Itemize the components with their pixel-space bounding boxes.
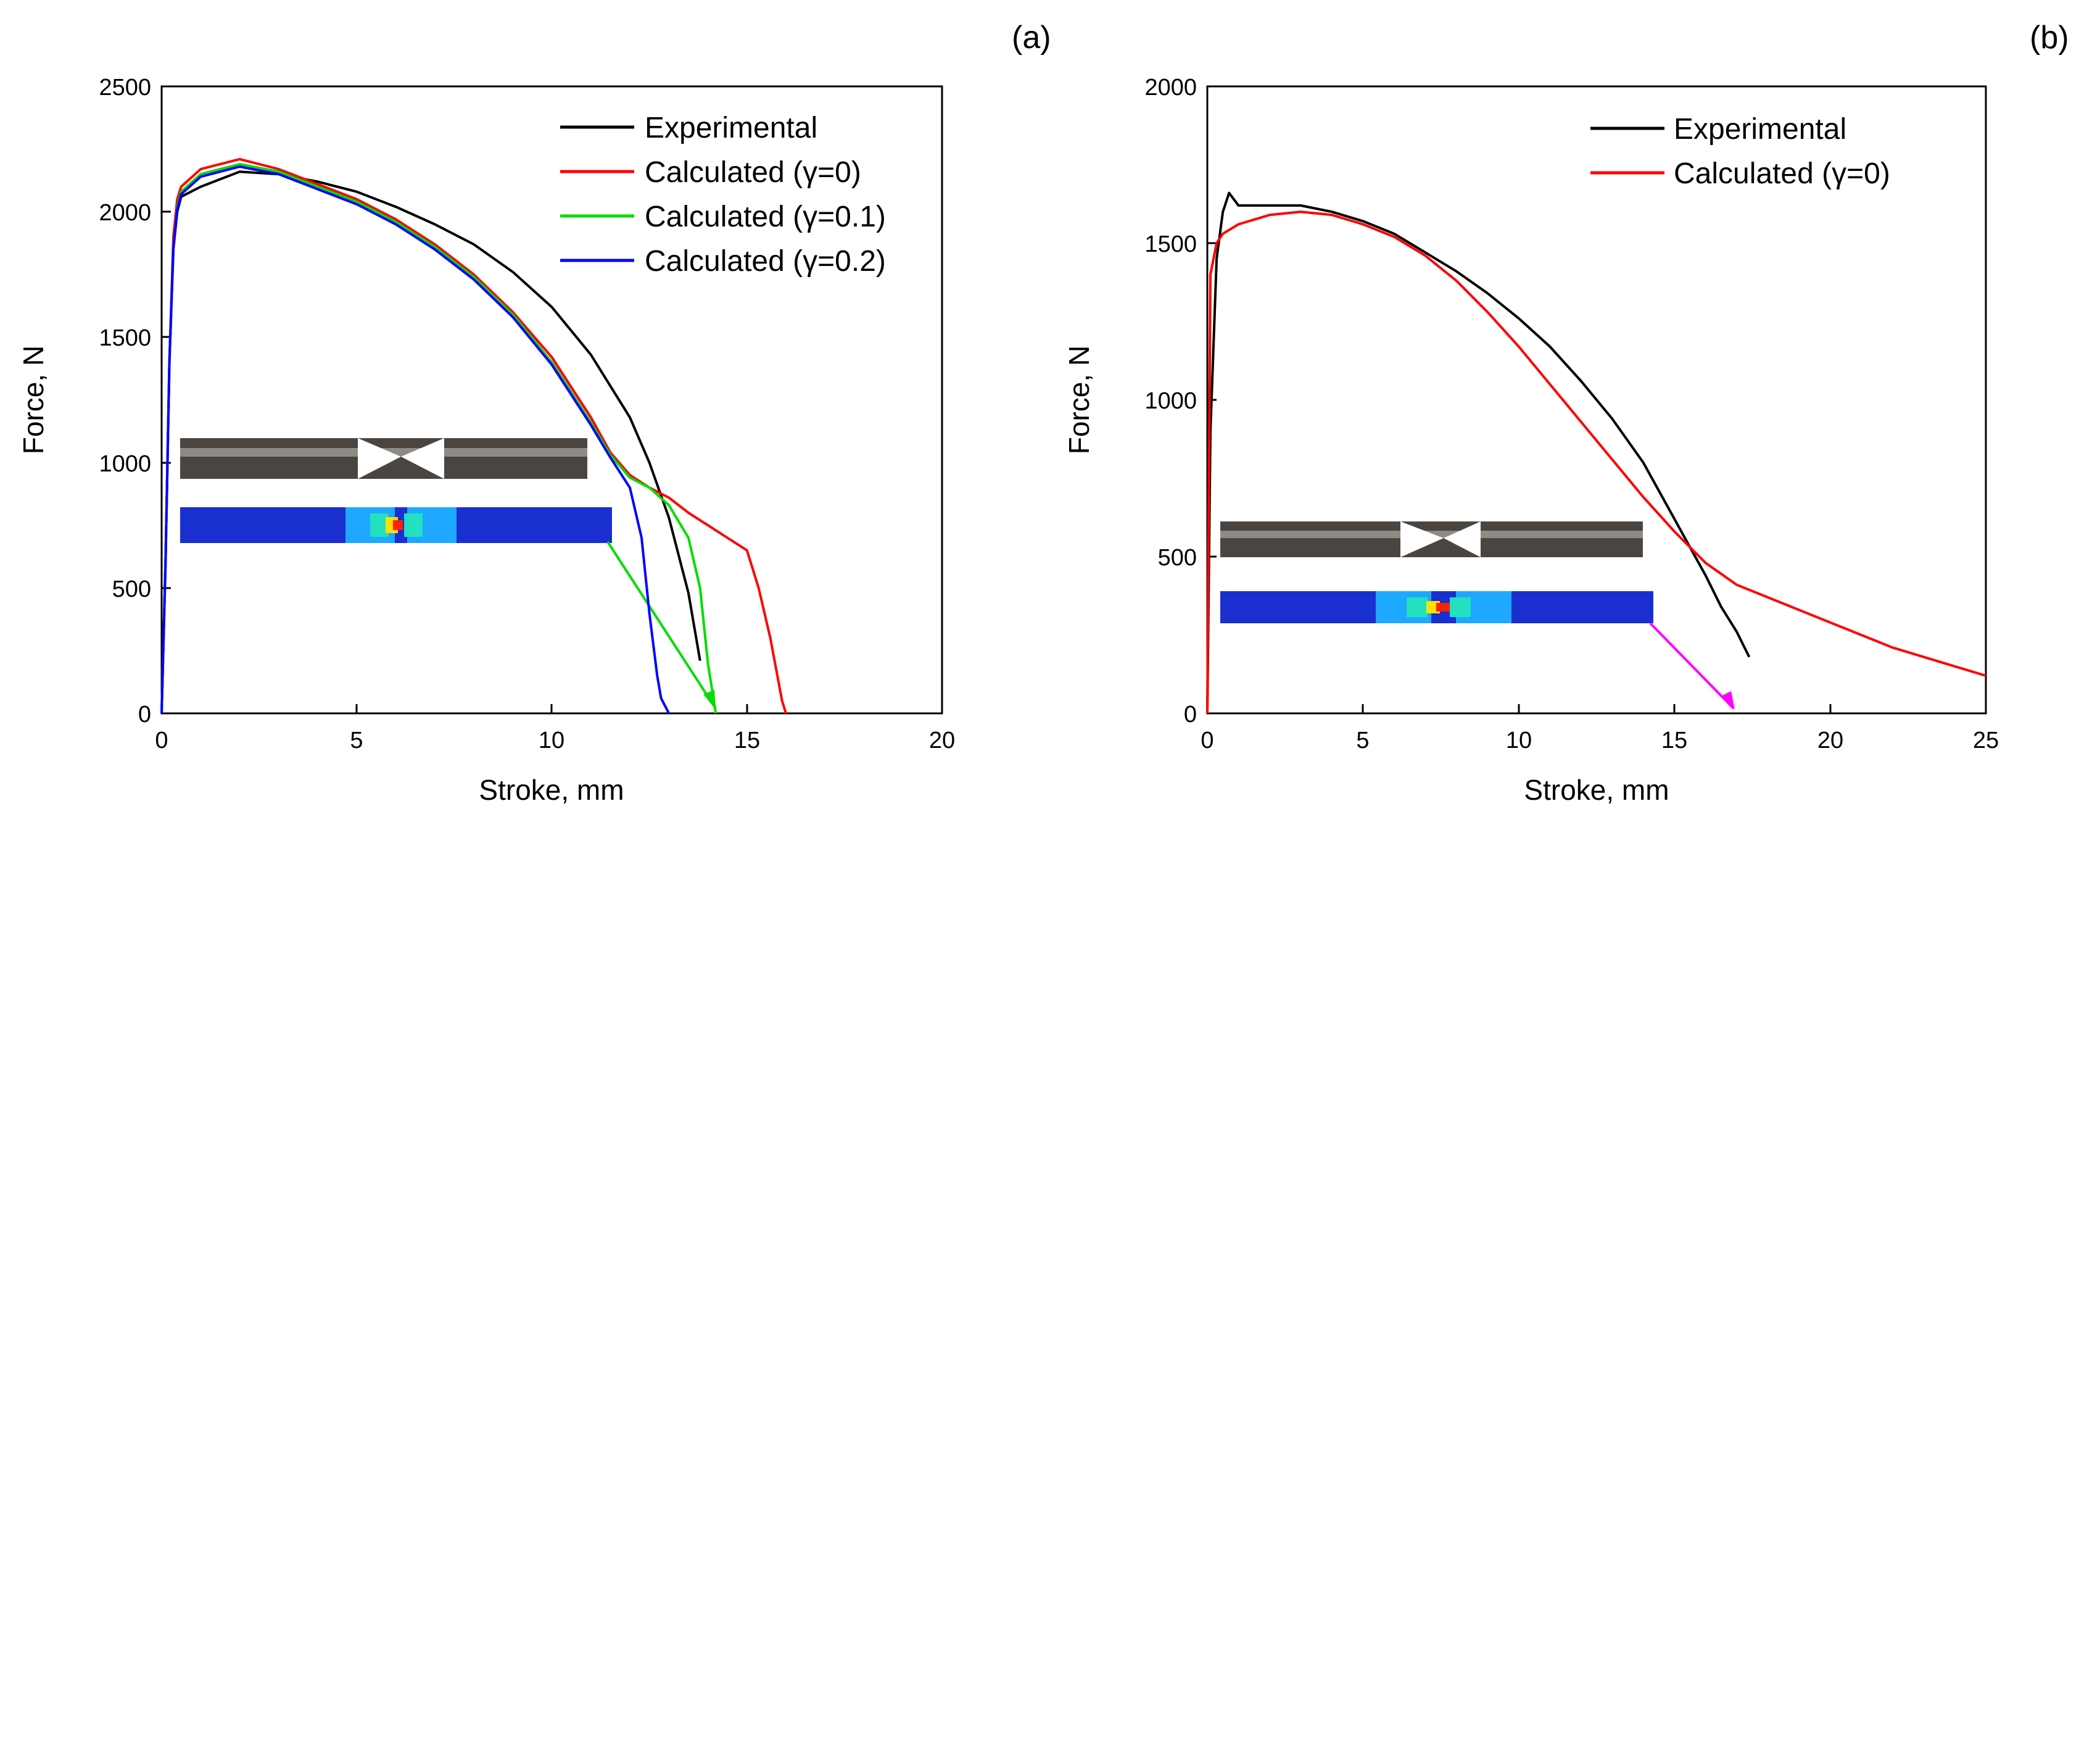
panel-b-xtick-10: 10 [1506, 728, 1532, 753]
panel-b-fem-contour [1220, 591, 1653, 623]
panel-a-legend-label-gamma02: Calculated (γ=0.2) [645, 245, 886, 278]
panel-a-ytick-1000: 1000 [99, 451, 151, 477]
panel-b-xtick-25: 25 [1973, 728, 1999, 753]
panel-a-specimen-photo [180, 438, 587, 479]
panel-a-y-ticks [162, 85, 171, 715]
panel-a-xtick-0: 0 [155, 728, 168, 753]
panel-a-legend: Experimental Calculated (γ=0) Calculated… [560, 112, 886, 278]
panel-b: (b) 0 500 1000 1500 2000 0 5 10 15 20 25… [1063, 20, 2069, 806]
panel-b-ylabel: Force, N [1063, 346, 1095, 454]
panel-a-ytick-2500: 2500 [99, 75, 151, 101]
panel-b-ytick-500: 500 [1158, 545, 1197, 571]
panel-a-legend-label-experimental: Experimental [645, 112, 817, 144]
panel-a: (a) 0 500 1000 1500 2000 2500 0 5 10 15 … [17, 20, 1051, 806]
panel-a-legend-label-gamma01: Calculated (γ=0.1) [645, 201, 886, 233]
panel-a-ytick-1500: 1500 [99, 325, 151, 351]
panel-b-xtick-15: 15 [1661, 728, 1687, 753]
panel-a-xtick-15: 15 [734, 728, 760, 753]
panel-a-xlabel: Stroke, mm [479, 774, 624, 806]
panel-b-ytick-2000: 2000 [1144, 75, 1197, 101]
panel-a-xtick-5: 5 [350, 728, 363, 753]
panel-a-ylabel: Force, N [17, 346, 49, 454]
panel-a-ytick-2000: 2000 [99, 200, 151, 226]
panel-a-series-1 [160, 157, 787, 714]
panel-label-a: (a) [1012, 20, 1051, 56]
panel-b-xtick-20: 20 [1817, 728, 1843, 753]
panel-a-inset-arrow [606, 541, 717, 710]
panel-b-specimen-photo [1220, 521, 1643, 557]
panel-b-inset-arrowhead [1721, 691, 1735, 710]
panel-b-xlabel: Stroke, mm [1524, 774, 1669, 806]
panel-b-xtick-0: 0 [1201, 728, 1213, 753]
panel-label-b: (b) [2030, 20, 2069, 56]
panel-a-xtick-20: 20 [929, 728, 955, 753]
panel-b-xtick-5: 5 [1356, 728, 1369, 753]
panel-a-legend-label-gamma0: Calculated (γ=0) [645, 156, 861, 189]
panel-b-ytick-0: 0 [1184, 702, 1197, 728]
panel-a-series-3 [160, 165, 671, 714]
panel-b-legend: Experimental Calculated (γ=0) [1590, 113, 1890, 190]
panel-a-curves [160, 157, 787, 714]
panel-b-ytick-1000: 1000 [1144, 388, 1197, 414]
panel-b-series-1 [1206, 210, 1986, 714]
panel-a-xtick-10: 10 [539, 728, 564, 753]
panel-b-inset-arrow [1649, 622, 1735, 710]
panel-b-legend-label-experimental: Experimental [1674, 113, 1846, 146]
panel-b-curves [1206, 191, 1986, 714]
panel-a-ytick-500: 500 [112, 576, 151, 602]
panel-b-legend-label-gamma0: Calculated (γ=0) [1674, 157, 1890, 190]
panel-a-fem-contour [180, 507, 612, 543]
panel-a-ytick-0: 0 [138, 702, 151, 728]
panel-b-ytick-1500: 1500 [1144, 231, 1197, 257]
